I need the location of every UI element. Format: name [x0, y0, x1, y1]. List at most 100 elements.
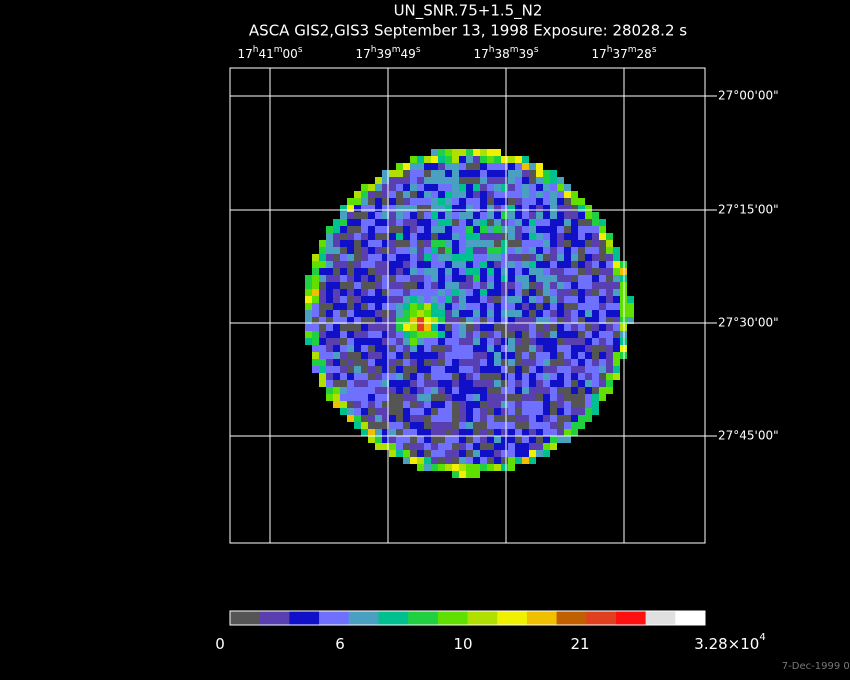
pixel — [452, 170, 459, 177]
pixel — [410, 394, 417, 401]
colorbar-swatch — [497, 611, 528, 625]
pixel — [571, 310, 578, 317]
pixel — [522, 240, 529, 247]
ra-label-part: h — [253, 45, 259, 55]
pixel — [522, 373, 529, 380]
pixel — [375, 380, 382, 387]
colorbar-label-part: 0 — [215, 635, 225, 653]
pixel — [361, 212, 368, 219]
pixel — [494, 303, 501, 310]
ra-label: 17h41m00s — [237, 45, 302, 61]
pixel — [550, 352, 557, 359]
pixel — [382, 268, 389, 275]
pixel — [466, 254, 473, 261]
pixel — [592, 261, 599, 268]
pixel — [375, 282, 382, 289]
pixel — [452, 436, 459, 443]
pixel — [487, 317, 494, 324]
pixel — [396, 373, 403, 380]
pixel — [361, 184, 368, 191]
pixel — [487, 184, 494, 191]
pixel — [480, 212, 487, 219]
pixel — [368, 373, 375, 380]
pixel — [501, 233, 508, 240]
pixel — [424, 177, 431, 184]
pixel — [403, 387, 410, 394]
pixel — [431, 450, 438, 457]
pixel — [452, 163, 459, 170]
pixel — [424, 233, 431, 240]
pixel — [543, 289, 550, 296]
pixel — [550, 373, 557, 380]
pixel — [333, 289, 340, 296]
pixel — [473, 436, 480, 443]
pixel — [494, 457, 501, 464]
pixel — [361, 289, 368, 296]
pixel — [557, 429, 564, 436]
pixel — [459, 373, 466, 380]
pixel — [417, 457, 424, 464]
pixel — [354, 359, 361, 366]
pixel — [599, 226, 606, 233]
pixel — [571, 387, 578, 394]
pixel — [515, 156, 522, 163]
pixel — [529, 422, 536, 429]
pixel — [396, 359, 403, 366]
pixel — [354, 415, 361, 422]
pixel — [438, 289, 445, 296]
pixel — [452, 471, 459, 478]
pixel — [529, 261, 536, 268]
pixel — [501, 331, 508, 338]
pixel — [340, 310, 347, 317]
pixel — [340, 233, 347, 240]
pixel — [459, 401, 466, 408]
pixel — [466, 233, 473, 240]
pixel — [550, 310, 557, 317]
pixel — [319, 366, 326, 373]
pixel — [585, 212, 592, 219]
pixel — [459, 331, 466, 338]
pixel — [529, 212, 536, 219]
pixel — [613, 254, 620, 261]
pixel — [536, 296, 543, 303]
pixel — [599, 366, 606, 373]
pixel — [452, 191, 459, 198]
pixel — [424, 373, 431, 380]
pixel — [515, 289, 522, 296]
pixel — [452, 296, 459, 303]
pixel — [522, 170, 529, 177]
pixel — [529, 275, 536, 282]
pixel — [599, 352, 606, 359]
pixel — [536, 366, 543, 373]
pixel — [368, 226, 375, 233]
pixel — [501, 282, 508, 289]
pixel — [487, 338, 494, 345]
pixel — [487, 177, 494, 184]
pixel — [445, 443, 452, 450]
pixel — [452, 415, 459, 422]
pixel — [459, 219, 466, 226]
pixel — [508, 198, 515, 205]
pixel — [564, 240, 571, 247]
pixel — [494, 464, 501, 471]
pixel — [368, 359, 375, 366]
pixel — [319, 261, 326, 268]
dec-label: 27°45'00" — [718, 429, 779, 443]
pixel — [452, 310, 459, 317]
pixel — [326, 317, 333, 324]
pixel — [389, 275, 396, 282]
pixel — [368, 198, 375, 205]
pixel — [480, 387, 487, 394]
pixel — [389, 261, 396, 268]
pixel — [389, 170, 396, 177]
pixel — [487, 450, 494, 457]
pixel — [382, 275, 389, 282]
pixel — [340, 226, 347, 233]
pixel — [375, 422, 382, 429]
pixel — [466, 198, 473, 205]
pixel — [340, 359, 347, 366]
pixel — [494, 366, 501, 373]
pixel — [543, 170, 550, 177]
pixel — [571, 219, 578, 226]
pixel — [494, 240, 501, 247]
